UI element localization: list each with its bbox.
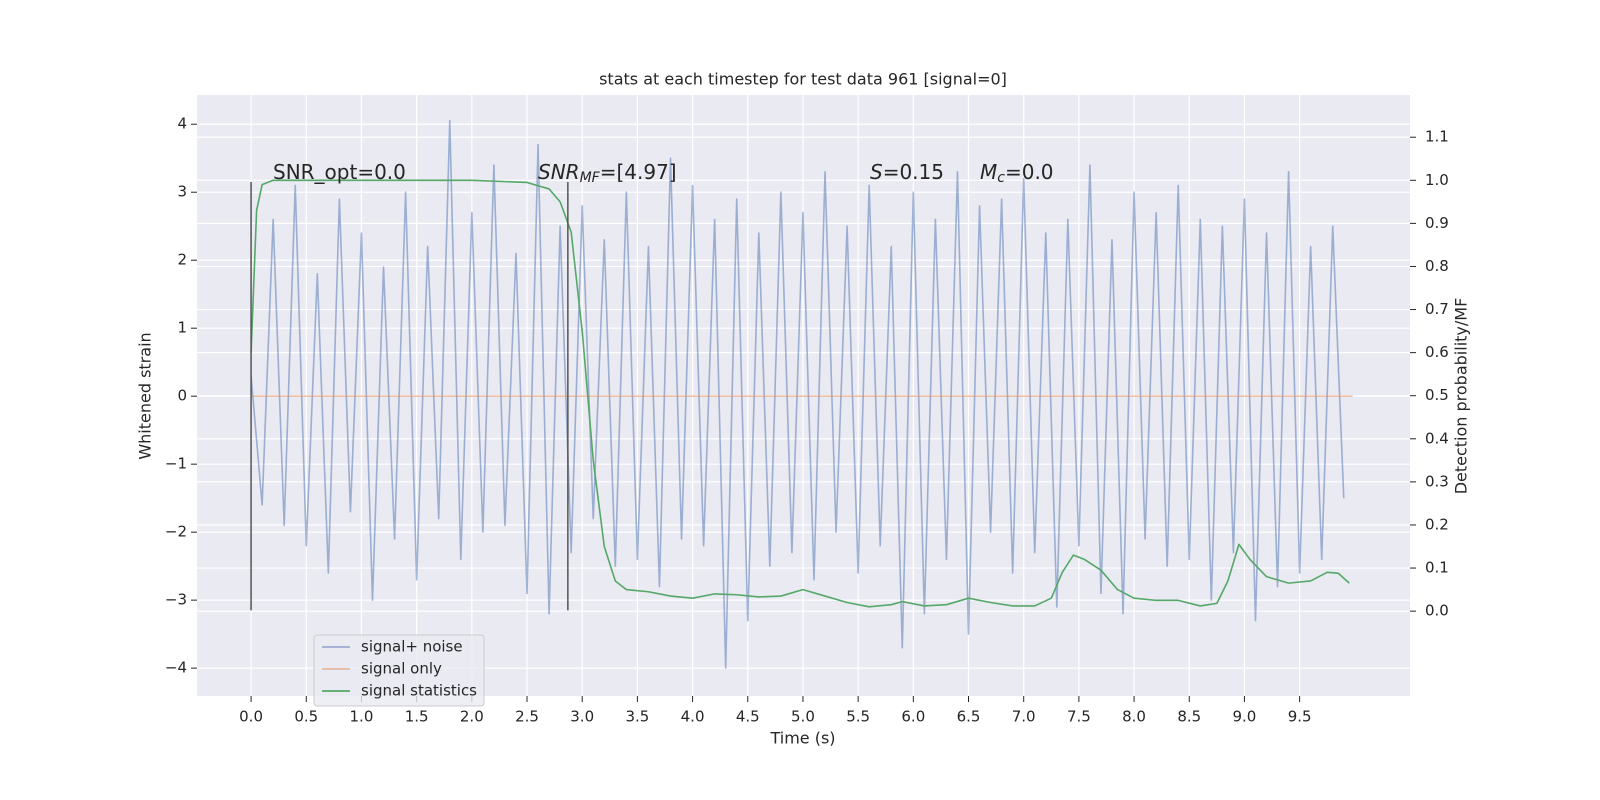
y-tick-label: 1 [177, 319, 187, 337]
x-tick-label: 0.5 [294, 708, 318, 726]
y2-tick-label: 0.6 [1425, 343, 1449, 361]
annotation: S=0.15 [870, 160, 944, 184]
x-tick-label: 1.0 [350, 708, 374, 726]
y-axis-label: Whitened strain [136, 332, 155, 459]
x-tick-label: 4.0 [681, 708, 705, 726]
y2-tick-label: 1.0 [1425, 171, 1449, 189]
plot [197, 95, 1410, 696]
x-tick-label: 9.5 [1288, 708, 1312, 726]
y-tick-label: 2 [177, 251, 187, 269]
x-tick-label: 3.5 [625, 708, 649, 726]
y2-tick-label: 0.2 [1425, 515, 1449, 533]
annotation: Mc=0.0 [980, 160, 1054, 187]
annotation-part: SNR_opt=0.0 [273, 160, 406, 184]
annotation-part: =0.15 [883, 160, 944, 184]
x-tick-label: 0.0 [239, 708, 263, 726]
y2-tick-label: 0.4 [1425, 429, 1449, 447]
x-tick-label: 6.0 [901, 708, 925, 726]
x-tick-label: 4.5 [736, 708, 760, 726]
series-line [250, 179, 1350, 608]
y2-tick-label: 0.8 [1425, 257, 1449, 275]
y2-tick-label: 0.3 [1425, 472, 1449, 490]
y-tick-label: 4 [177, 115, 187, 133]
annotation: SNRMF=[4.97] [538, 160, 677, 187]
annotation-part: =[4.97] [600, 160, 677, 184]
x-tick-label: 5.0 [791, 708, 815, 726]
annotation-part: c [997, 170, 1005, 186]
x-tick-label: 8.5 [1177, 708, 1201, 726]
y-tick-label: −1 [165, 455, 187, 473]
series-line [250, 120, 1345, 669]
x-tick-label: 5.5 [846, 708, 870, 726]
y-tick-label: −4 [165, 659, 187, 677]
annotation-part: M [980, 160, 997, 184]
annotation-part: SNR [538, 160, 580, 184]
y2-tick-label: 0.7 [1425, 300, 1449, 318]
legend-label: signal+ noise [361, 638, 463, 656]
y2-tick-label: 1.1 [1425, 128, 1449, 146]
annotation: SNR_opt=0.0 [273, 160, 406, 184]
annotation-part: =0.0 [1005, 160, 1054, 184]
x-tick-label: 2.5 [515, 708, 539, 726]
y2-axis-label: Detection probability/MF [1452, 298, 1471, 495]
x-tick-label: 6.5 [957, 708, 981, 726]
legend-label: signal statistics [361, 682, 477, 700]
x-axis-label: Time (s) [769, 729, 835, 748]
legend-label: signal only [361, 660, 442, 678]
y2-tick-label: 0.9 [1425, 214, 1449, 232]
y2-tick-label: 0.0 [1425, 602, 1449, 620]
y2-tick-label: 0.1 [1425, 559, 1449, 577]
y-tick-label: 3 [177, 183, 187, 201]
annotation-part: MF [580, 170, 601, 186]
x-tick-label: 8.0 [1122, 708, 1146, 726]
x-tick-label: 7.5 [1067, 708, 1091, 726]
y-tick-label: −2 [165, 523, 187, 541]
x-tick-label: 1.5 [405, 708, 429, 726]
x-tick-label: 9.0 [1233, 708, 1257, 726]
y-tick-label: −3 [165, 591, 187, 609]
y2-tick-label: 0.5 [1425, 386, 1449, 404]
annotation-part: S [870, 160, 883, 184]
chart-title: stats at each timestep for test data 961… [599, 70, 1007, 89]
x-tick-label: 7.0 [1012, 708, 1036, 726]
x-tick-label: 2.0 [460, 708, 484, 726]
legend-box [313, 634, 485, 707]
x-tick-label: 3.0 [570, 708, 594, 726]
y-tick-label: 0 [177, 387, 187, 405]
